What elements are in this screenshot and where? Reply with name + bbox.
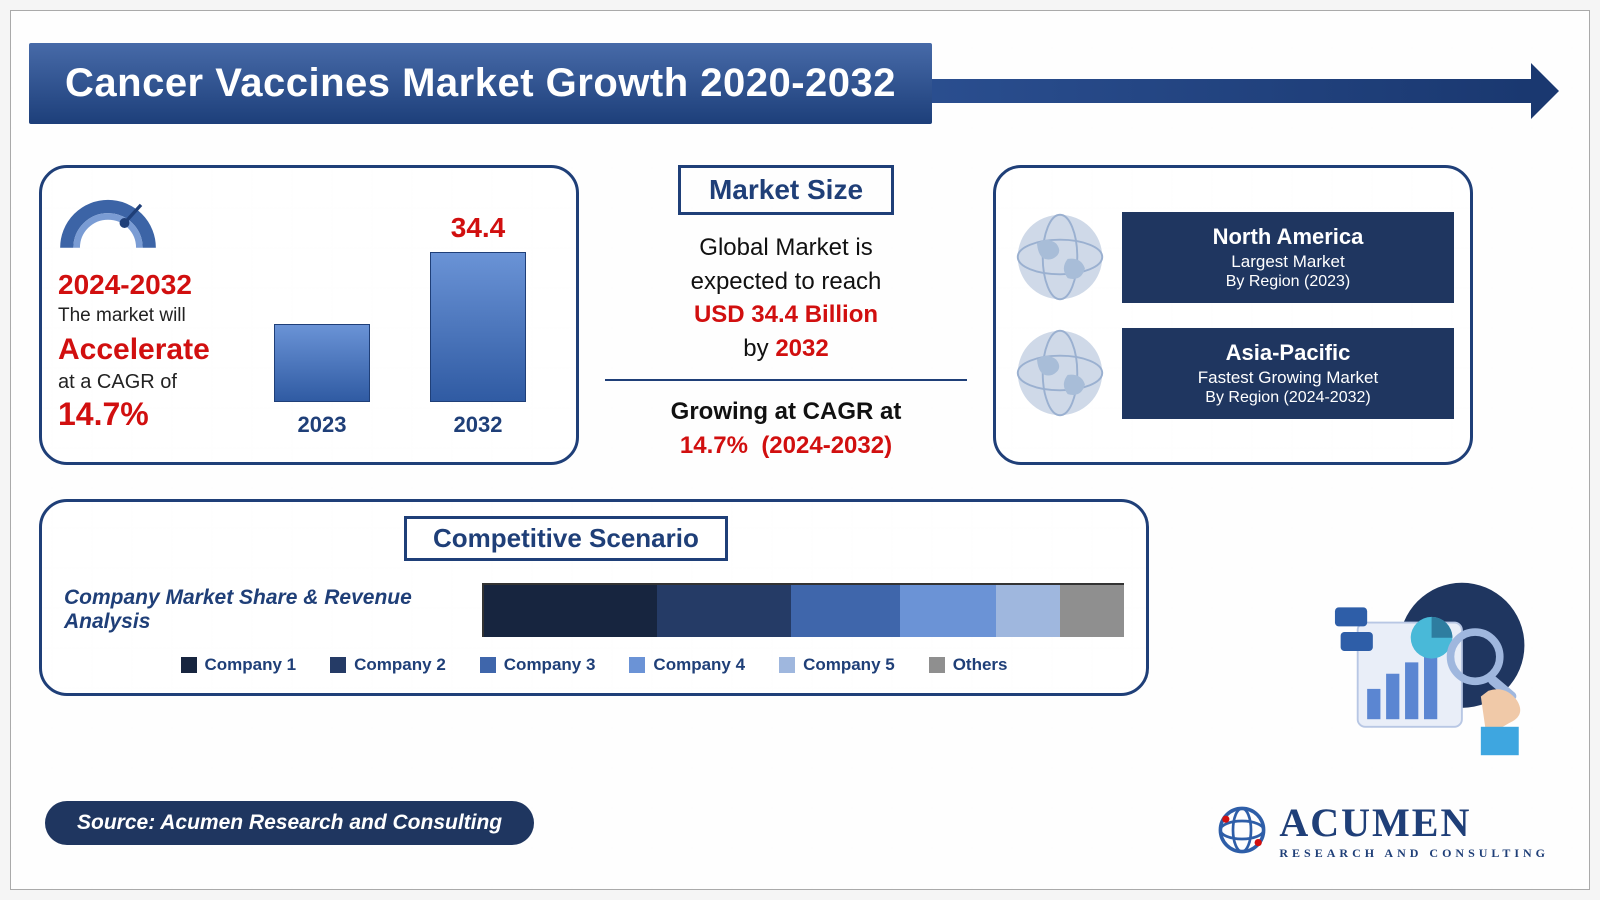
region-name: North America	[1138, 224, 1438, 250]
source-label: Source: Acumen Research and Consulting	[45, 801, 534, 845]
legend-label: Others	[953, 655, 1008, 675]
stack-segment	[484, 585, 657, 637]
regions-panel: North America Largest Market By Region (…	[993, 165, 1473, 465]
market-size-heading: Market Size	[678, 165, 894, 215]
legend-item: Company 4	[629, 655, 745, 675]
region-desc: Largest Market	[1138, 252, 1438, 272]
market-size-panel: Market Size Global Market is expected to…	[601, 165, 971, 465]
legend-swatch	[181, 657, 197, 673]
bar-wrap: 34.4 2032	[430, 212, 526, 438]
bar	[430, 252, 526, 402]
accel-line2: at a CAGR of	[58, 371, 228, 394]
accelerate-word: Accelerate	[58, 333, 228, 367]
stack-segment	[791, 585, 900, 637]
divider	[605, 379, 967, 381]
competitive-heading: Competitive Scenario	[404, 516, 728, 561]
bar	[274, 324, 370, 402]
legend-label: Company 1	[205, 655, 297, 675]
bar-wrap: 2023	[274, 324, 370, 438]
stack-segment	[1060, 585, 1124, 637]
infographic-frame: Cancer Vaccines Market Growth 2020-2032 …	[10, 10, 1590, 890]
ms-g1: Growing at CAGR at	[601, 395, 971, 429]
cagr-value: 14.7%	[58, 396, 228, 433]
legend-swatch	[480, 657, 496, 673]
stack-segment	[657, 585, 791, 637]
stack-segment	[900, 585, 996, 637]
logo-name: ACUMEN	[1279, 799, 1549, 846]
globe-icon	[1215, 803, 1269, 857]
accelerate-panel: 2024-2032 The market will Accelerate at …	[39, 165, 579, 465]
region-label: Asia-Pacific Fastest Growing Market By R…	[1122, 328, 1454, 419]
ms-by-prefix: by	[743, 335, 775, 362]
competitive-panel: Competitive Scenario Company Market Shar…	[39, 499, 1149, 696]
bar-label: 2023	[298, 412, 347, 438]
speedometer-icon	[58, 190, 158, 256]
competitive-body: Company Market Share & Revenue Analysis	[64, 583, 1124, 637]
competitive-caption: Company Market Share & Revenue Analysis	[64, 586, 464, 634]
growth-bar-chart: 2023 34.4 2032	[240, 184, 560, 446]
analytics-illustration-icon	[1319, 579, 1529, 759]
logo-text: ACUMEN RESEARCH AND CONSULTING	[1279, 799, 1549, 861]
ms-by: by 2032	[601, 332, 971, 366]
accelerate-text: 2024-2032 The market will Accelerate at …	[58, 184, 228, 446]
bar-label: 2032	[454, 412, 503, 438]
brand-logo: ACUMEN RESEARCH AND CONSULTING	[1215, 799, 1549, 861]
region-row: North America Largest Market By Region (…	[1012, 209, 1454, 305]
region-sub: By Region (2023)	[1138, 273, 1438, 291]
region-sub: By Region (2024-2032)	[1138, 389, 1438, 407]
accel-line1: The market will	[58, 305, 228, 327]
legend-swatch	[629, 657, 645, 673]
legend-item: Company 1	[181, 655, 297, 675]
competitive-legend: Company 1 Company 2 Company 3 Company 4 Comp…	[64, 655, 1124, 675]
region-row: Asia-Pacific Fastest Growing Market By R…	[1012, 325, 1454, 421]
region-name: Asia-Pacific	[1138, 340, 1438, 366]
legend-item: Company 5	[779, 655, 895, 675]
ms-g2-period: (2024-2032)	[761, 432, 892, 459]
globe-icon	[1012, 325, 1108, 421]
ms-line1: Global Market is	[601, 231, 971, 265]
page-title: Cancer Vaccines Market Growth 2020-2032	[29, 43, 932, 124]
ms-by-year: 2032	[775, 335, 828, 362]
legend-label: Company 4	[653, 655, 745, 675]
legend-swatch	[929, 657, 945, 673]
globe-icon	[1012, 209, 1108, 305]
legend-label: Company 2	[354, 655, 446, 675]
legend-swatch	[779, 657, 795, 673]
market-share-stacked-bar	[482, 583, 1124, 637]
market-size-body: Global Market is expected to reach USD 3…	[601, 231, 971, 463]
region-label: North America Largest Market By Region (…	[1122, 212, 1454, 303]
legend-item: Others	[929, 655, 1008, 675]
title-band: Cancer Vaccines Market Growth 2020-2032	[29, 43, 1571, 135]
legend-swatch	[330, 657, 346, 673]
stack-segment	[996, 585, 1060, 637]
ms-usd: USD 34.4 Billion	[601, 298, 971, 332]
logo-tag: RESEARCH AND CONSULTING	[1279, 846, 1549, 861]
legend-item: Company 3	[480, 655, 596, 675]
legend-label: Company 5	[803, 655, 895, 675]
ms-line2: expected to reach	[601, 265, 971, 299]
ms-g2-value: 14.7%	[680, 432, 748, 459]
period-label: 2024-2032	[58, 269, 228, 301]
region-desc: Fastest Growing Market	[1138, 368, 1438, 388]
legend-label: Company 3	[504, 655, 596, 675]
legend-item: Company 2	[330, 655, 446, 675]
ms-g2: 14.7% (2024-2032)	[601, 429, 971, 463]
bar-value: 34.4	[451, 212, 506, 244]
